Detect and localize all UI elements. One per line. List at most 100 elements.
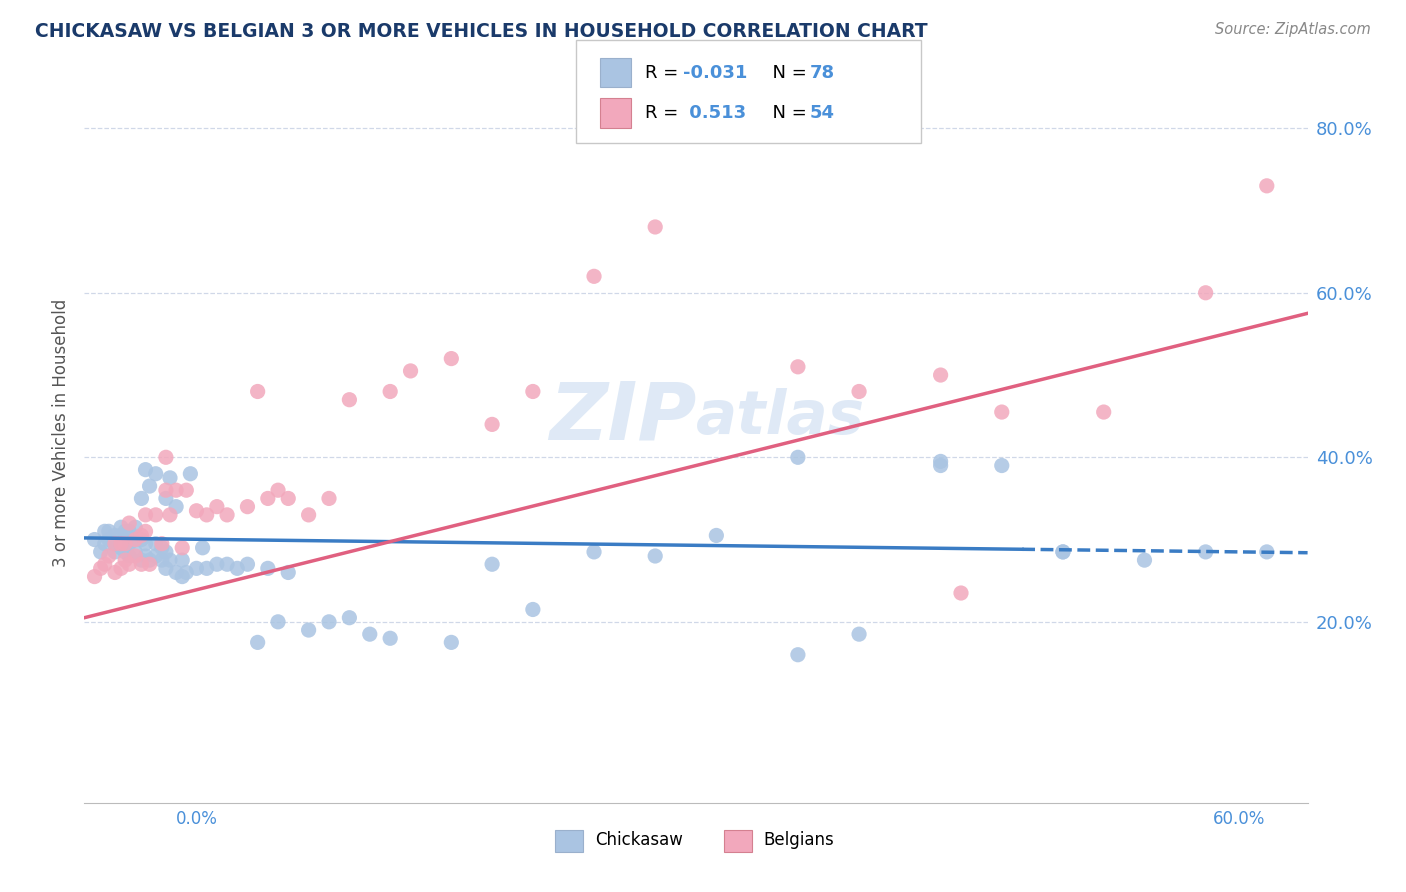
Point <box>110 541 132 555</box>
Point <box>380 632 402 646</box>
Point <box>118 516 141 530</box>
Point <box>131 558 153 572</box>
Point <box>165 500 187 514</box>
Point <box>787 450 810 465</box>
Point <box>191 541 214 555</box>
Point <box>104 566 127 580</box>
Text: N =: N = <box>761 63 813 82</box>
Point <box>257 561 280 575</box>
Point <box>83 533 105 547</box>
Point <box>205 558 228 572</box>
Point <box>135 524 157 539</box>
Point <box>267 615 290 629</box>
Point <box>93 558 115 572</box>
Point <box>135 549 157 563</box>
Point <box>93 524 115 539</box>
Text: 78: 78 <box>810 63 835 82</box>
Point <box>440 351 463 366</box>
Point <box>359 627 381 641</box>
Point <box>186 504 208 518</box>
Point <box>83 569 105 583</box>
Point <box>155 491 177 506</box>
Point <box>124 520 146 534</box>
Text: 60.0%: 60.0% <box>1213 810 1265 828</box>
Point <box>104 536 127 550</box>
Point <box>1195 545 1218 559</box>
Point <box>131 491 153 506</box>
Point <box>155 545 177 559</box>
Point <box>93 536 115 550</box>
Point <box>205 500 228 514</box>
Point <box>848 627 870 641</box>
Point <box>481 417 503 432</box>
Point <box>138 479 160 493</box>
Point <box>110 536 132 550</box>
Point <box>138 553 160 567</box>
Text: -0.031: -0.031 <box>683 63 748 82</box>
Point <box>90 545 112 559</box>
Point <box>124 533 146 547</box>
Point <box>186 561 208 575</box>
Point <box>97 549 120 563</box>
Point <box>217 508 239 522</box>
Point <box>174 566 197 580</box>
Point <box>929 458 952 473</box>
Point <box>339 611 361 625</box>
Point <box>165 566 187 580</box>
Point <box>522 384 544 399</box>
Point <box>217 558 239 572</box>
Point <box>481 558 503 572</box>
Point <box>318 615 340 629</box>
Point <box>159 553 181 567</box>
Point <box>155 450 177 465</box>
Point <box>950 586 973 600</box>
Point <box>1195 285 1218 300</box>
Point <box>114 553 136 567</box>
Point <box>195 561 218 575</box>
Point <box>118 558 141 572</box>
Point <box>150 541 173 555</box>
Text: CHICKASAW VS BELGIAN 3 OR MORE VEHICLES IN HOUSEHOLD CORRELATION CHART: CHICKASAW VS BELGIAN 3 OR MORE VEHICLES … <box>35 22 928 41</box>
Point <box>165 483 187 498</box>
Text: Chickasaw: Chickasaw <box>595 831 683 849</box>
Text: Belgians: Belgians <box>763 831 834 849</box>
Point <box>246 635 269 649</box>
Point <box>131 553 153 567</box>
Point <box>440 635 463 649</box>
Point <box>226 561 249 575</box>
Point <box>246 384 269 399</box>
Point <box>172 541 194 555</box>
Point <box>145 467 167 481</box>
Point <box>159 471 181 485</box>
Point <box>159 508 181 522</box>
Point <box>118 524 141 539</box>
Text: 0.0%: 0.0% <box>176 810 218 828</box>
Point <box>97 533 120 547</box>
Point <box>145 536 167 550</box>
Point <box>145 549 167 563</box>
Point <box>114 524 136 539</box>
Point <box>277 566 299 580</box>
Point <box>787 648 810 662</box>
Point <box>114 545 136 559</box>
Point <box>1256 178 1278 193</box>
Point <box>155 561 177 575</box>
Point <box>110 528 132 542</box>
Point <box>131 528 153 542</box>
Point <box>236 558 259 572</box>
Point <box>179 467 201 481</box>
Text: N =: N = <box>761 103 813 122</box>
Point <box>318 491 340 506</box>
Point <box>298 508 321 522</box>
Point <box>236 500 259 514</box>
Point <box>150 536 173 550</box>
Y-axis label: 3 or more Vehicles in Household: 3 or more Vehicles in Household <box>52 299 70 566</box>
Point <box>150 553 173 567</box>
Point <box>1092 405 1115 419</box>
Point <box>118 549 141 563</box>
Point <box>706 528 728 542</box>
Point <box>583 545 606 559</box>
Point <box>114 536 136 550</box>
Point <box>195 508 218 522</box>
Point <box>135 462 157 476</box>
